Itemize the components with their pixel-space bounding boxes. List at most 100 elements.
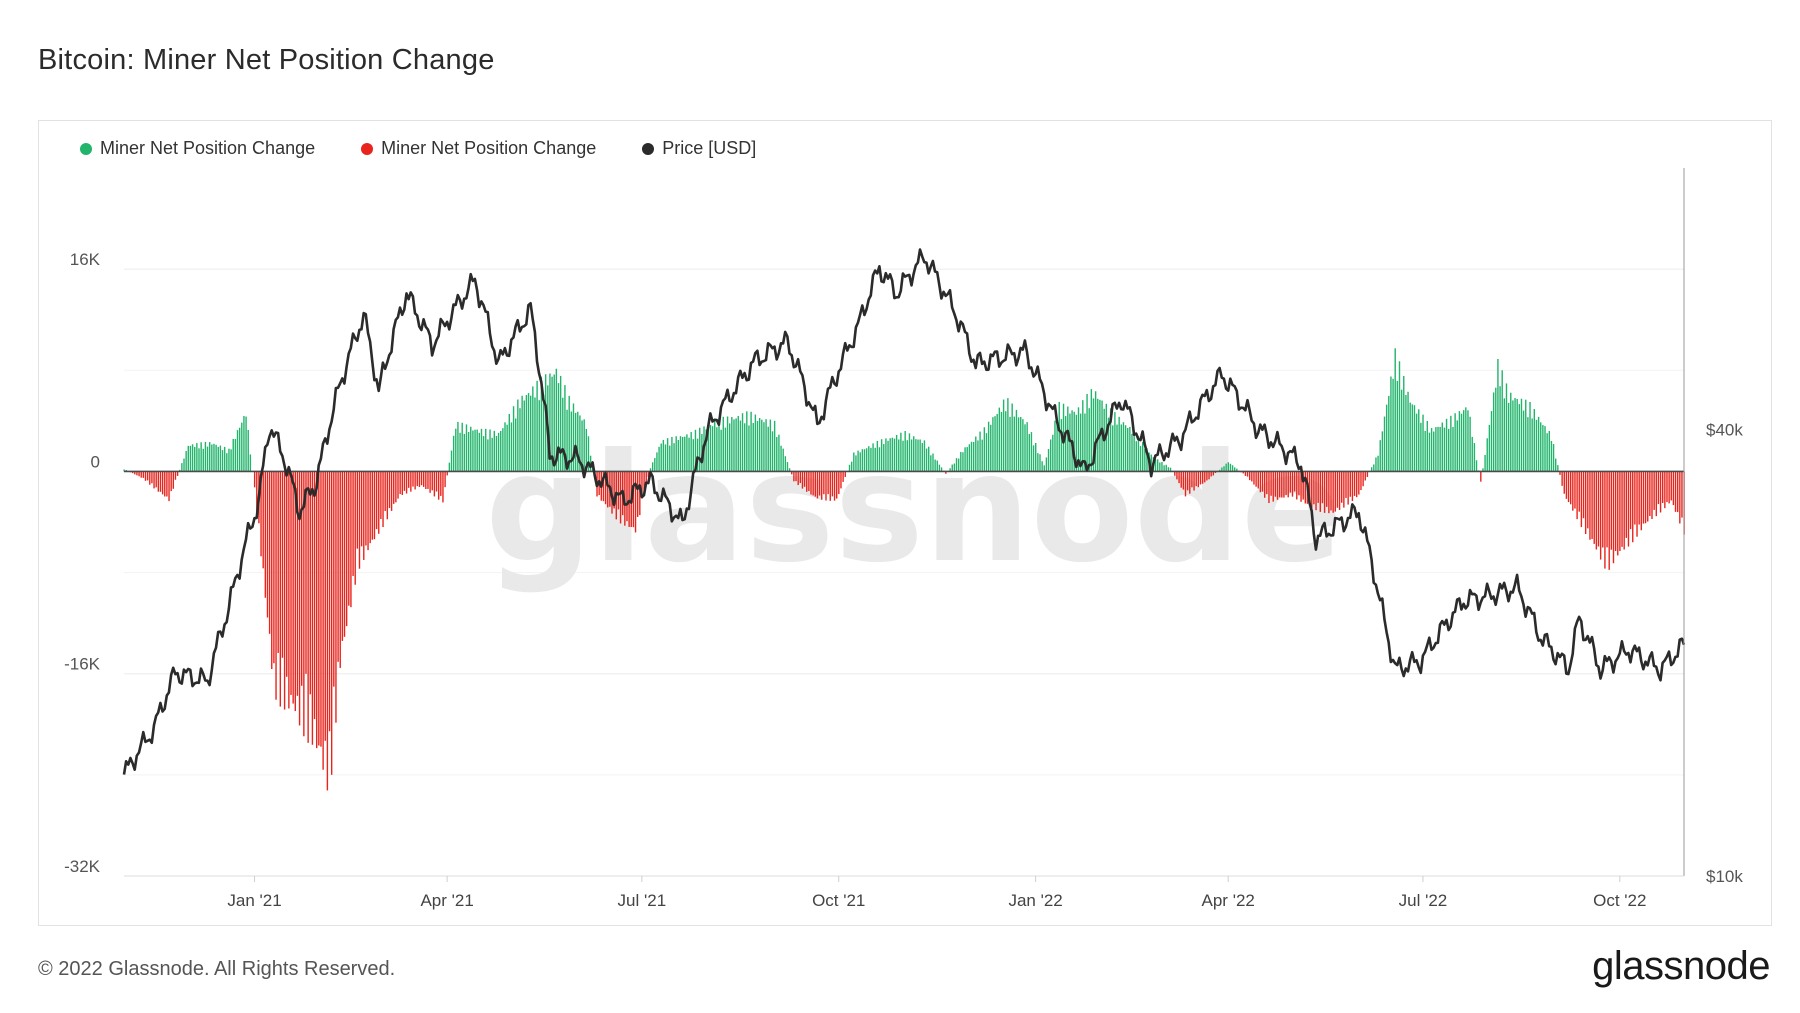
bar-positive: [1035, 442, 1037, 472]
bar-negative: [1597, 471, 1600, 547]
bar-negative: [1244, 471, 1247, 476]
bar-positive: [915, 439, 917, 472]
bar-positive: [1116, 424, 1118, 472]
bar-negative: [138, 471, 140, 477]
bar-positive: [1471, 436, 1473, 472]
bar-positive: [482, 436, 485, 472]
chart-title: Bitcoin: Miner Net Position Change: [38, 44, 495, 76]
bar-negative: [1261, 471, 1264, 492]
bar-negative: [1672, 471, 1675, 506]
bar-positive: [515, 418, 517, 472]
bar-positive: [465, 424, 468, 472]
legend-item-price[interactable]: Price [USD]: [642, 138, 756, 159]
bar-positive: [1122, 422, 1125, 472]
bar-negative: [1255, 471, 1257, 487]
bar-negative: [1572, 471, 1574, 511]
bar-negative: [341, 471, 344, 641]
bar-negative: [1599, 471, 1602, 560]
bar-negative: [275, 471, 277, 700]
bar-positive: [1058, 401, 1060, 472]
bar-negative: [1253, 471, 1255, 485]
bar-positive: [1064, 416, 1067, 472]
bar-positive: [936, 460, 938, 472]
bar-negative: [395, 471, 397, 503]
bar-positive: [506, 424, 508, 472]
legend-item-positive[interactable]: Miner Net Position Change: [80, 138, 315, 159]
bar-positive: [1047, 449, 1050, 472]
copyright-text: © 2022 Glassnode. All Rights Reserved.: [38, 958, 396, 980]
bar-positive: [525, 395, 528, 472]
bar-negative: [1681, 471, 1683, 518]
bar-positive: [491, 437, 493, 472]
bar-positive: [919, 439, 921, 472]
bar-positive: [992, 417, 994, 472]
bar-positive: [868, 446, 870, 472]
bar-positive: [1165, 464, 1167, 472]
bar-positive: [778, 434, 780, 472]
bar-negative: [335, 471, 337, 723]
bar-positive: [1032, 445, 1035, 472]
x-tick-label: Jul '22: [1399, 891, 1448, 910]
bar-positive: [979, 431, 981, 472]
bar-negative: [159, 471, 162, 492]
legend-item-negative[interactable]: Miner Net Position Change: [361, 138, 596, 159]
bar-negative: [268, 471, 271, 634]
bar-negative: [632, 471, 635, 528]
bar-negative: [328, 471, 331, 732]
bar-positive: [202, 448, 204, 472]
bar-positive: [1535, 419, 1538, 472]
bar-positive: [1097, 398, 1099, 472]
bar-positive: [883, 444, 885, 472]
bar-positive: [1054, 420, 1056, 472]
bar-negative: [816, 471, 819, 499]
bar-positive: [1118, 416, 1120, 472]
bar-positive: [1411, 404, 1414, 472]
bar-positive: [457, 421, 459, 472]
bar-negative: [352, 471, 354, 576]
bar-positive: [566, 409, 568, 472]
bar-negative: [1561, 471, 1563, 486]
bar-positive: [964, 447, 966, 472]
bar-negative: [1659, 471, 1662, 513]
bar-positive: [189, 445, 192, 472]
bar-negative: [842, 471, 844, 482]
bar-positive: [1002, 399, 1005, 472]
bar-positive: [1443, 427, 1446, 472]
bar-negative: [1248, 471, 1251, 481]
bar-positive: [651, 462, 654, 472]
bar-positive: [200, 442, 202, 472]
bar-negative: [1308, 471, 1311, 505]
bar-positive: [748, 425, 750, 472]
bar-positive: [579, 415, 581, 472]
bar-negative: [136, 471, 138, 476]
bar-negative: [1334, 471, 1336, 512]
bar-positive: [538, 400, 540, 472]
bar-negative: [1191, 471, 1193, 488]
bar-positive: [241, 422, 243, 472]
bar-negative: [1565, 471, 1568, 499]
bar-positive: [928, 446, 930, 472]
bar-negative: [1569, 471, 1572, 505]
bar-positive: [1492, 392, 1495, 472]
bar-positive: [568, 395, 570, 472]
bar-negative: [1251, 471, 1253, 482]
bar-positive: [1507, 402, 1510, 472]
legend-label: Miner Net Position Change: [381, 138, 597, 158]
bar-positive: [977, 440, 979, 472]
bar-negative: [1263, 471, 1266, 498]
bar-negative: [1338, 471, 1341, 510]
bar-negative: [1206, 471, 1208, 481]
bar-positive: [1086, 393, 1088, 472]
bar-positive: [1405, 395, 1407, 472]
bar-positive: [1537, 416, 1540, 472]
x-tick-label: Oct '22: [1593, 891, 1646, 910]
bar-positive: [512, 406, 515, 472]
bar-positive: [459, 432, 461, 472]
bar-negative: [149, 471, 151, 485]
bar-positive: [741, 413, 744, 472]
bar-negative: [142, 471, 145, 478]
bar-positive: [1107, 417, 1110, 472]
bar-positive: [750, 411, 752, 472]
bar-positive: [497, 432, 500, 472]
